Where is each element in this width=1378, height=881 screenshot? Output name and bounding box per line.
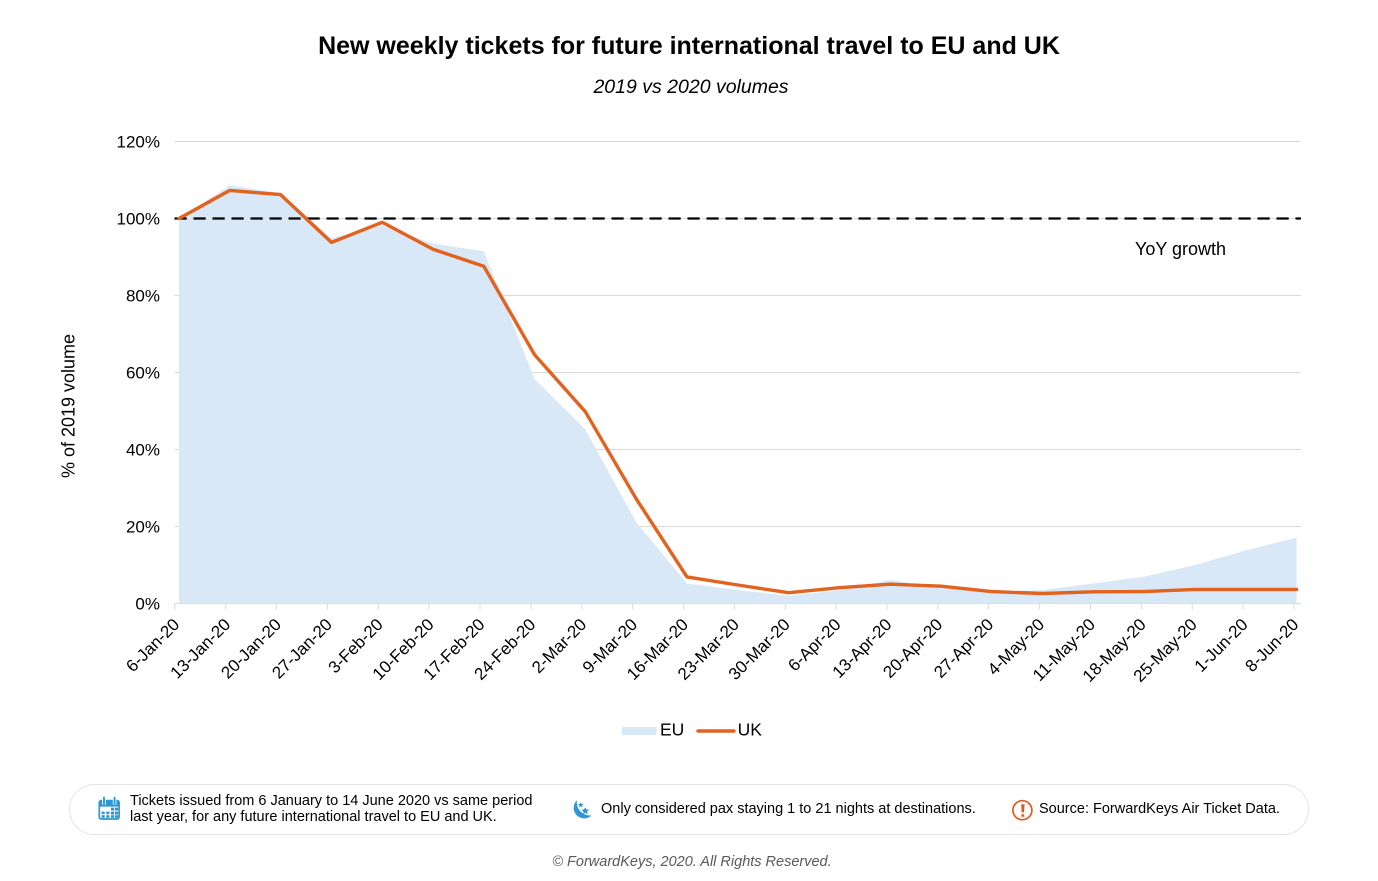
svg-text:120%: 120% — [117, 133, 160, 152]
svg-text:2-Mar-20: 2-Mar-20 — [528, 615, 590, 677]
svg-text:80%: 80% — [126, 287, 160, 306]
svg-text:60%: 60% — [126, 364, 160, 383]
svg-text:100%: 100% — [117, 210, 160, 229]
svg-text:8-Jun-20: 8-Jun-20 — [1242, 615, 1303, 676]
svg-text:EU: EU — [660, 720, 684, 740]
svg-text:40%: 40% — [126, 441, 160, 460]
svg-text:UK: UK — [738, 720, 763, 740]
svg-text:1-Jun-20: 1-Jun-20 — [1191, 615, 1252, 676]
svg-text:0%: 0% — [135, 595, 160, 614]
svg-text:YoY growth: YoY growth — [1135, 239, 1226, 259]
svg-text:20%: 20% — [126, 518, 160, 537]
svg-text:% of 2019 volume: % of 2019 volume — [58, 334, 78, 478]
